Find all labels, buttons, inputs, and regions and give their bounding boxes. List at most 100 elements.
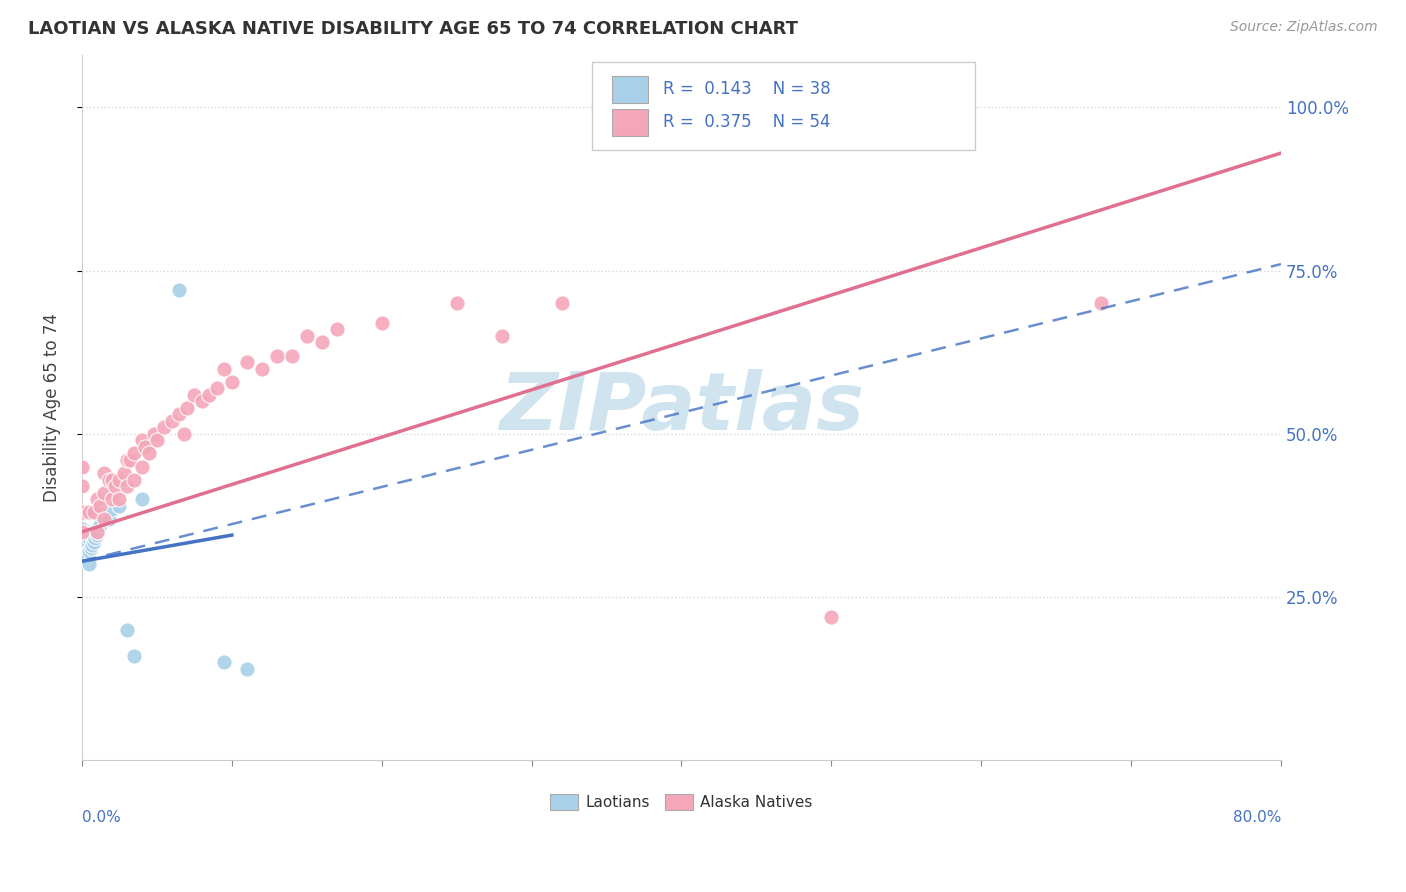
Point bbox=[115, 453, 138, 467]
Point bbox=[77, 534, 100, 549]
Point bbox=[93, 466, 115, 480]
Text: 80.0%: 80.0% bbox=[1233, 810, 1281, 825]
Point bbox=[70, 544, 93, 558]
Point bbox=[70, 551, 93, 566]
Point bbox=[70, 505, 93, 519]
Point bbox=[820, 609, 842, 624]
Point bbox=[70, 522, 93, 536]
Point bbox=[82, 538, 104, 552]
Point bbox=[104, 479, 127, 493]
Point bbox=[83, 524, 105, 539]
Point bbox=[205, 381, 228, 395]
Point bbox=[191, 394, 214, 409]
Point bbox=[124, 446, 146, 460]
Point bbox=[101, 492, 124, 507]
Point bbox=[70, 534, 93, 549]
Point bbox=[75, 538, 97, 552]
Point bbox=[142, 426, 165, 441]
Point bbox=[73, 538, 96, 552]
Point bbox=[250, 361, 273, 376]
Point bbox=[311, 335, 333, 350]
Point bbox=[70, 479, 93, 493]
Point bbox=[153, 420, 176, 434]
Point bbox=[82, 526, 104, 541]
FancyBboxPatch shape bbox=[612, 77, 648, 103]
Point bbox=[281, 349, 304, 363]
Point bbox=[183, 388, 205, 402]
Text: 0.0%: 0.0% bbox=[82, 810, 121, 825]
Point bbox=[214, 361, 236, 376]
Point bbox=[173, 426, 195, 441]
Point bbox=[221, 375, 243, 389]
Point bbox=[108, 473, 131, 487]
Point bbox=[86, 492, 108, 507]
Point bbox=[160, 414, 183, 428]
Point bbox=[93, 512, 115, 526]
Legend: Laotians, Alaska Natives: Laotians, Alaska Natives bbox=[544, 788, 818, 816]
Point bbox=[146, 434, 169, 448]
Point bbox=[87, 524, 110, 539]
Point bbox=[80, 528, 103, 542]
Point bbox=[93, 485, 115, 500]
Point bbox=[169, 283, 191, 297]
Point bbox=[70, 524, 93, 539]
Point bbox=[70, 532, 93, 546]
Point bbox=[124, 473, 146, 487]
Point bbox=[131, 492, 153, 507]
Point bbox=[101, 473, 124, 487]
Point bbox=[134, 440, 156, 454]
Point bbox=[115, 623, 138, 637]
Point bbox=[93, 508, 115, 523]
Point bbox=[214, 656, 236, 670]
Point bbox=[89, 518, 111, 533]
Point bbox=[70, 524, 93, 539]
Point bbox=[115, 479, 138, 493]
Point bbox=[112, 466, 135, 480]
Point bbox=[70, 538, 93, 552]
Point bbox=[326, 322, 349, 336]
Point bbox=[79, 532, 101, 546]
Point bbox=[101, 502, 124, 516]
Point bbox=[118, 453, 141, 467]
Point bbox=[89, 499, 111, 513]
Point bbox=[73, 532, 96, 546]
Point bbox=[70, 459, 93, 474]
Point bbox=[169, 407, 191, 421]
Point bbox=[83, 505, 105, 519]
Text: LAOTIAN VS ALASKA NATIVE DISABILITY AGE 65 TO 74 CORRELATION CHART: LAOTIAN VS ALASKA NATIVE DISABILITY AGE … bbox=[28, 20, 799, 37]
Point bbox=[86, 528, 108, 542]
Point bbox=[124, 648, 146, 663]
Point bbox=[80, 541, 103, 556]
Point bbox=[97, 512, 120, 526]
Point bbox=[108, 499, 131, 513]
FancyBboxPatch shape bbox=[612, 110, 648, 136]
Point bbox=[266, 349, 288, 363]
Point bbox=[295, 329, 318, 343]
Point bbox=[491, 329, 513, 343]
Point bbox=[79, 558, 101, 572]
Y-axis label: Disability Age 65 to 74: Disability Age 65 to 74 bbox=[44, 313, 60, 502]
Point bbox=[86, 524, 108, 539]
Point bbox=[84, 532, 107, 546]
Point bbox=[79, 505, 101, 519]
Point bbox=[79, 544, 101, 558]
Text: R =  0.143    N = 38: R = 0.143 N = 38 bbox=[664, 79, 831, 98]
Text: Source: ZipAtlas.com: Source: ZipAtlas.com bbox=[1230, 20, 1378, 34]
Text: R =  0.375    N = 54: R = 0.375 N = 54 bbox=[664, 113, 831, 131]
Point bbox=[446, 296, 468, 310]
Point bbox=[1090, 296, 1112, 310]
Point bbox=[198, 388, 221, 402]
Text: ZIPatlas: ZIPatlas bbox=[499, 368, 863, 447]
Point bbox=[108, 492, 131, 507]
Point bbox=[83, 534, 105, 549]
Point bbox=[70, 528, 93, 542]
Point bbox=[97, 473, 120, 487]
Point bbox=[176, 401, 198, 415]
Point bbox=[77, 524, 100, 539]
Point bbox=[131, 459, 153, 474]
FancyBboxPatch shape bbox=[592, 62, 976, 151]
Point bbox=[370, 316, 392, 330]
Point bbox=[75, 528, 97, 542]
Point bbox=[236, 355, 259, 369]
Point bbox=[86, 522, 108, 536]
